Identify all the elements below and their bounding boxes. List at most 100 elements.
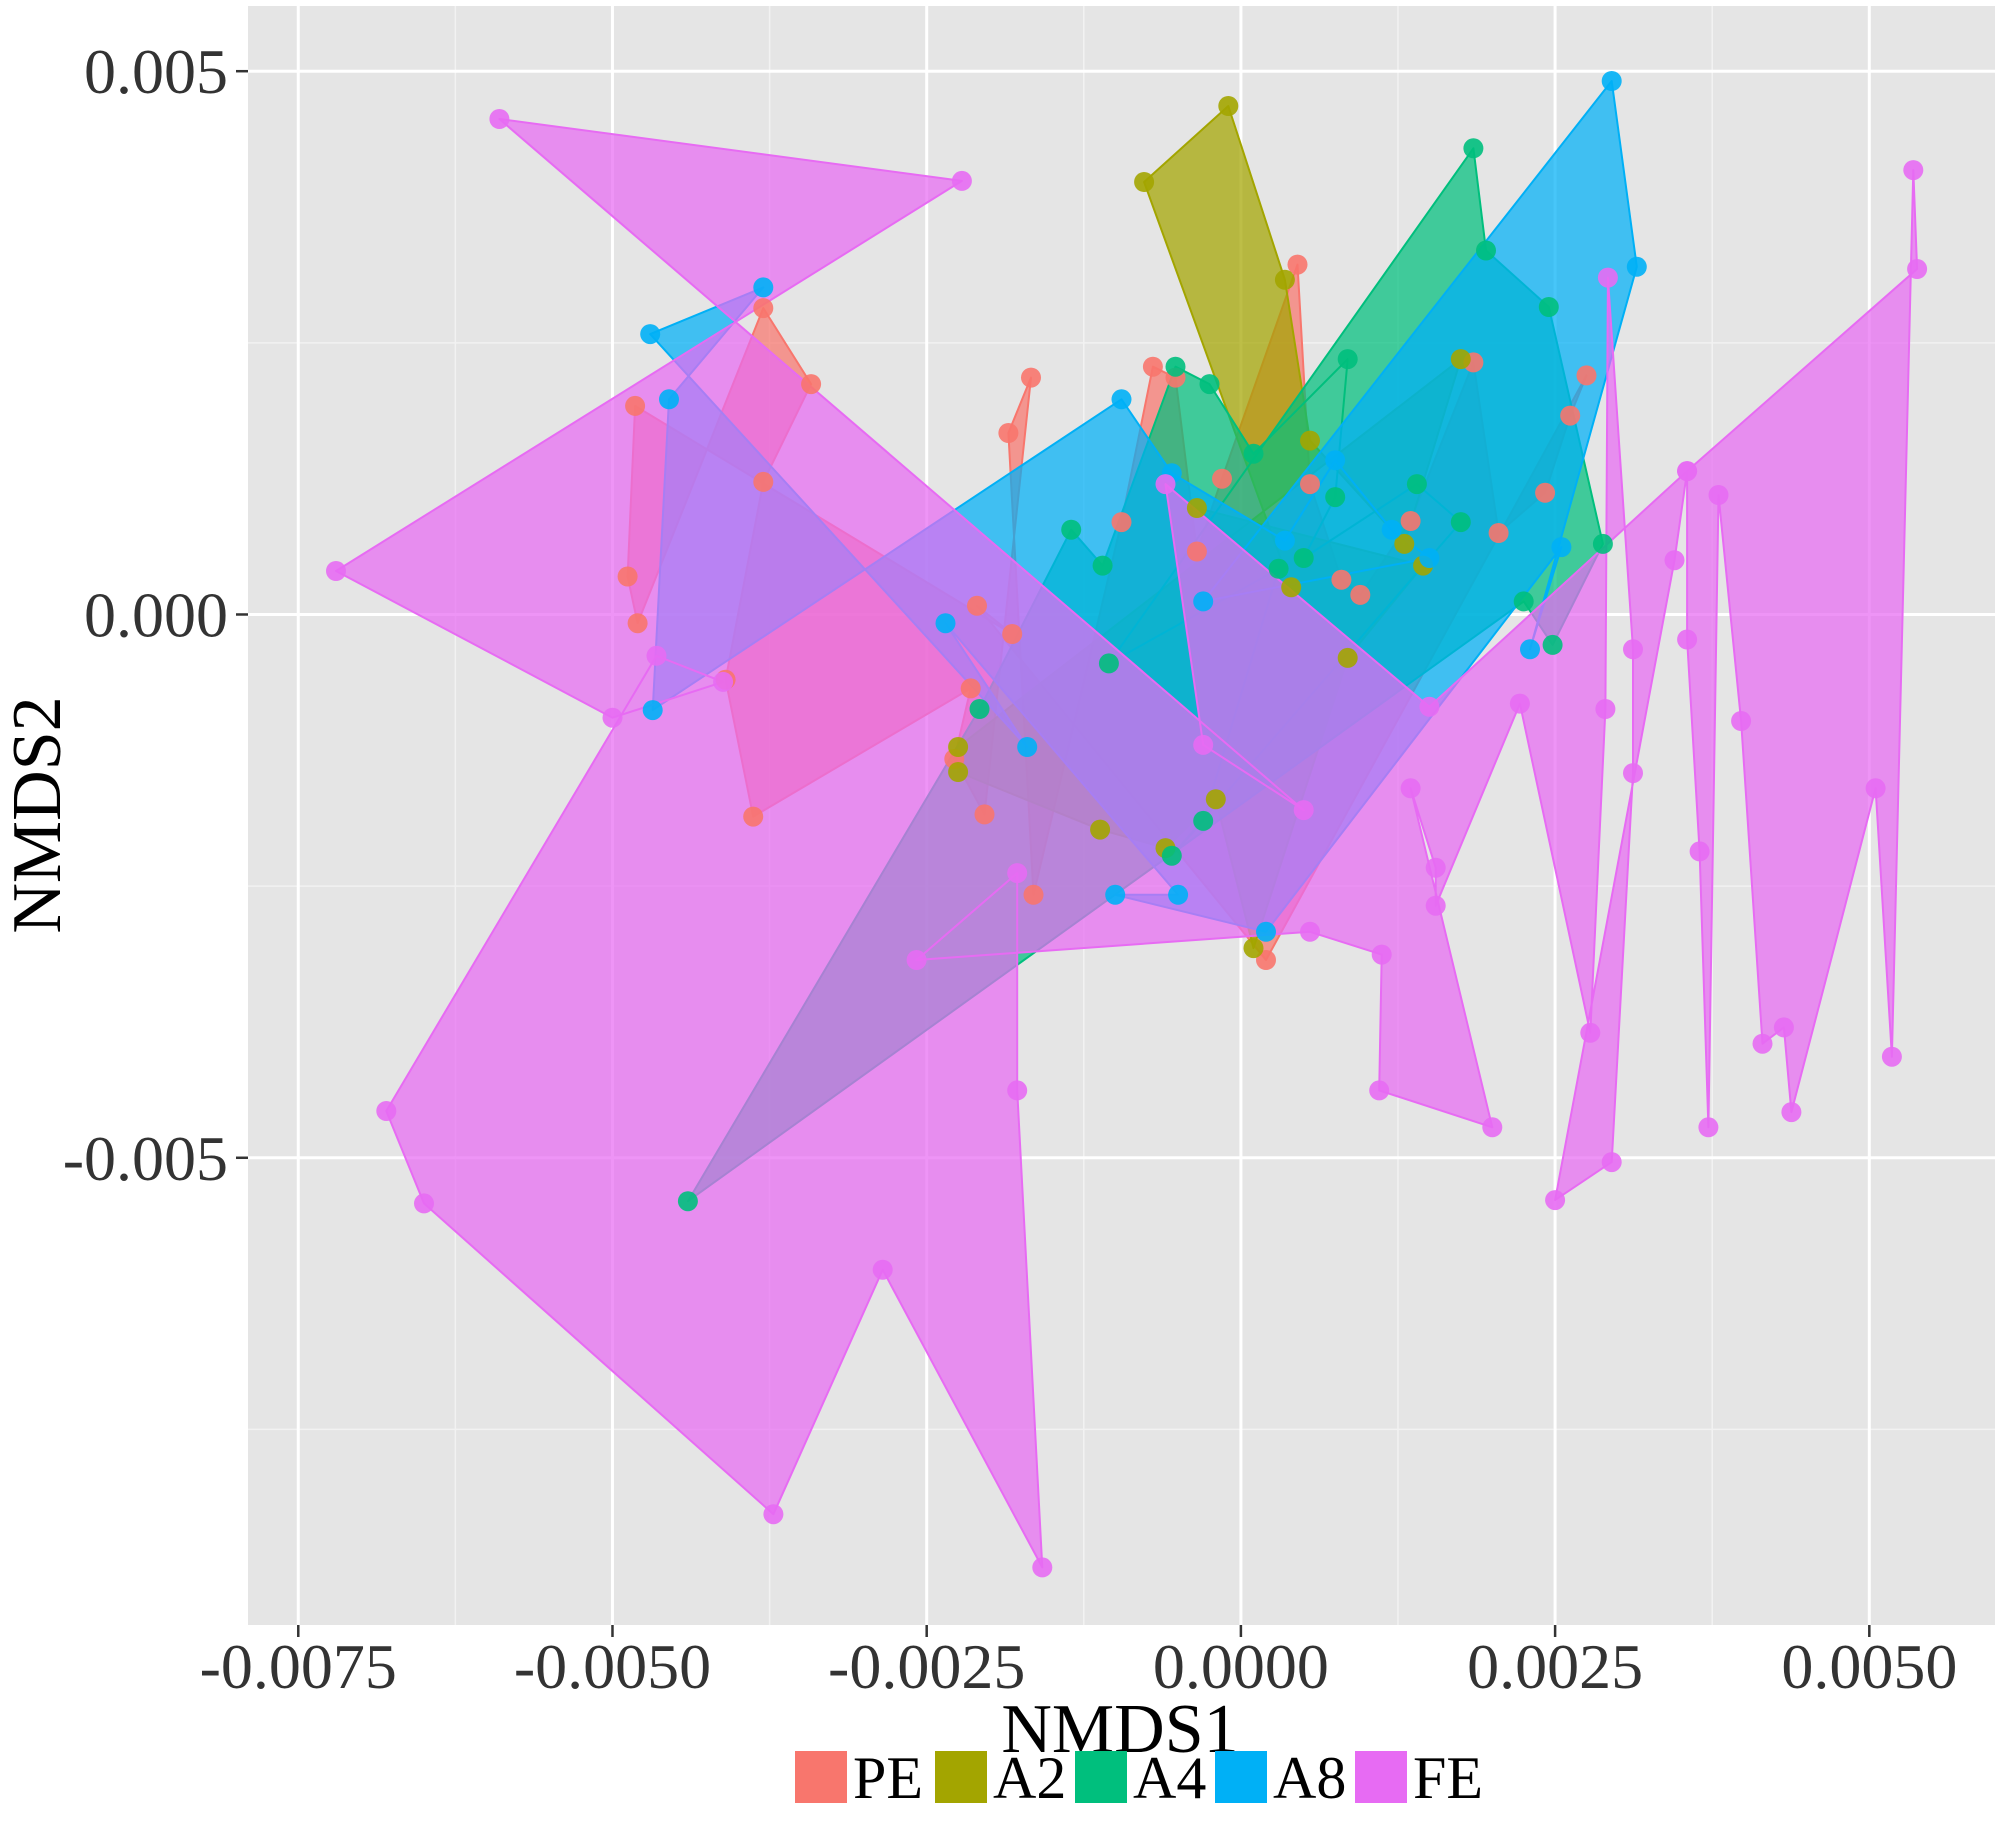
point-fe: [1881, 1046, 1902, 1067]
point-fe: [1400, 778, 1421, 799]
point-a4: [1293, 548, 1314, 568]
point-a2: [1300, 430, 1320, 451]
point-a8: [1193, 591, 1214, 612]
point-a8: [1626, 256, 1647, 277]
point-pe: [753, 298, 774, 319]
point-fe: [1623, 763, 1643, 784]
point-fe: [1773, 1017, 1794, 1038]
point-fe: [1425, 895, 1446, 916]
point-fe: [1509, 693, 1530, 714]
point-fe: [1419, 696, 1440, 717]
y-tick-label: 0.005: [84, 36, 228, 107]
point-pe: [1350, 584, 1371, 605]
point-a2: [1281, 577, 1302, 598]
point-fe: [1781, 1102, 1802, 1123]
point-fe: [1865, 778, 1886, 799]
point-fe: [763, 1504, 784, 1525]
point-fe: [489, 109, 510, 129]
y-tick-label: 0.000: [84, 579, 228, 650]
point-a4: [1193, 810, 1214, 831]
point-a8: [1017, 737, 1038, 757]
point-fe: [951, 170, 972, 191]
legend-label-fe: FE: [1413, 1745, 1483, 1811]
point-pe: [1021, 367, 1041, 388]
x-tick-label: -0.0025: [828, 1631, 1025, 1702]
point-a2: [1243, 938, 1264, 959]
point-a8: [659, 389, 679, 410]
point-a2: [1186, 498, 1207, 518]
point-fe: [1677, 461, 1698, 482]
point-a4: [1450, 512, 1471, 533]
legend-swatch-a2: [935, 1751, 987, 1803]
point-a2: [1274, 269, 1295, 290]
point-pe: [743, 806, 764, 827]
point-a8: [1551, 537, 1572, 558]
point-pe: [1300, 474, 1320, 495]
point-a2: [1205, 789, 1226, 810]
point-a8: [1381, 519, 1402, 540]
point-pe: [1331, 569, 1352, 590]
point-fe: [1623, 639, 1643, 660]
point-a8: [640, 324, 661, 345]
point-a4: [1406, 474, 1427, 495]
point-fe: [646, 645, 667, 666]
point-fe: [1664, 550, 1685, 571]
point-pe: [1212, 468, 1232, 489]
point-a8: [1601, 71, 1622, 91]
point-a4: [1061, 519, 1082, 540]
point-a4: [1165, 356, 1186, 377]
point-a8: [1168, 884, 1189, 905]
point-a4: [1092, 555, 1113, 576]
legend-label-a2: A2: [993, 1745, 1066, 1811]
point-fe: [1601, 1152, 1622, 1173]
point-fe: [326, 561, 346, 581]
point-pe: [1400, 511, 1421, 531]
point-fe: [1482, 1117, 1503, 1138]
series-points: [326, 71, 1928, 1578]
point-a4: [1243, 443, 1264, 464]
point-fe: [1032, 1557, 1053, 1578]
point-a8: [935, 613, 956, 634]
point-pe: [967, 595, 987, 616]
point-pe: [1287, 254, 1308, 275]
point-fe: [713, 671, 734, 692]
point-fe: [1597, 267, 1618, 288]
point-a2: [1090, 819, 1111, 840]
legend-label-a8: A8: [1273, 1745, 1346, 1811]
point-pe: [753, 471, 774, 492]
point-pe: [625, 395, 646, 416]
point-a4: [969, 699, 990, 719]
point-fe: [376, 1101, 397, 1121]
point-pe: [617, 566, 638, 587]
point-pe: [960, 678, 981, 699]
point-pe: [1142, 356, 1163, 377]
point-fe: [414, 1193, 434, 1214]
point-a8: [1105, 884, 1126, 905]
series-polygons: [335, 80, 1919, 1569]
point-a8: [1111, 389, 1132, 410]
point-fe: [1677, 629, 1698, 650]
point-a4: [1542, 634, 1563, 655]
point-a4: [1476, 240, 1496, 261]
point-a4: [1161, 845, 1182, 866]
legend-swatch-a4: [1075, 1751, 1127, 1803]
point-fe: [1580, 1022, 1601, 1043]
point-fe: [1193, 734, 1214, 755]
point-a4: [1592, 533, 1613, 554]
point-fe: [1752, 1033, 1773, 1054]
point-a4: [1268, 558, 1289, 579]
legend-label-pe: PE: [853, 1745, 923, 1811]
x-tick-label: 0.0000: [1153, 1631, 1329, 1702]
point-pe: [1002, 624, 1023, 644]
point-a4: [1337, 349, 1358, 370]
point-a4: [1199, 374, 1220, 395]
point-a2: [1450, 349, 1471, 370]
point-fe: [1293, 800, 1314, 821]
point-fe: [1595, 699, 1616, 719]
legend-swatch-a8: [1215, 1751, 1267, 1803]
legend-swatch-fe: [1355, 1751, 1407, 1803]
point-a8: [1419, 548, 1440, 568]
point-a4: [677, 1191, 698, 1212]
point-a4: [1538, 297, 1559, 317]
point-fe: [602, 707, 623, 728]
